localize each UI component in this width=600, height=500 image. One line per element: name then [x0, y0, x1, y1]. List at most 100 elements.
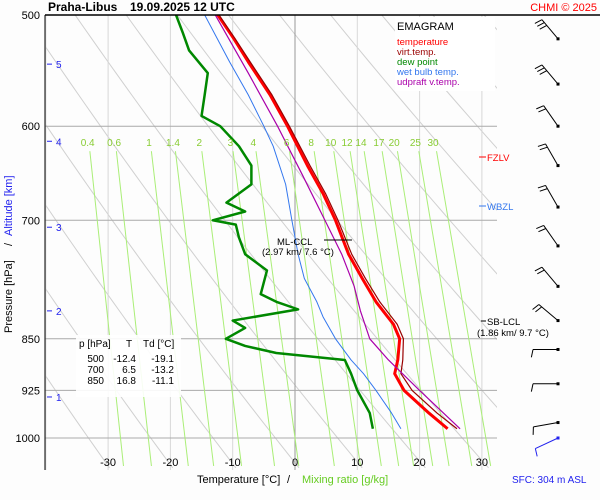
- dry-adiabat: [227, 15, 497, 341]
- wind-barb-station: [556, 421, 560, 425]
- wind-barb: [537, 143, 560, 168]
- wind-barb-feather: [537, 22, 545, 27]
- y-tick-label: 600: [22, 121, 40, 133]
- legend-title: EMAGRAM: [397, 21, 454, 33]
- mixing-ratio-label: 12: [341, 138, 353, 149]
- y-tick-label: 500: [22, 10, 40, 22]
- series-wet-bulb-temp: [204, 15, 402, 430]
- wind-barb-feather: [536, 105, 544, 110]
- altitude-tick-label: 2: [56, 307, 62, 318]
- wind-barb-feather: [535, 306, 543, 313]
- table-cell: 16.8: [117, 376, 137, 387]
- y-tick-label: 700: [22, 215, 40, 227]
- altitude-tick-label: 4: [56, 137, 62, 148]
- wind-barb-station: [556, 347, 560, 351]
- x-tick-label: -30: [100, 457, 116, 469]
- mixing-ratio-label: 14: [355, 138, 367, 149]
- table-cell: -13.2: [151, 365, 174, 376]
- wind-barb: [530, 347, 560, 358]
- x-tick-label: -10: [225, 457, 241, 469]
- dry-adiabat: [45, 122, 300, 469]
- wind-barb: [534, 266, 560, 288]
- dry-adiabat: [278, 15, 497, 275]
- y-tick-label: 925: [22, 385, 40, 397]
- mixing-ratio-line: [381, 151, 434, 467]
- mixing-ratio-line: [349, 151, 400, 467]
- series-virt-temp: [218, 15, 458, 430]
- y-tick-label: 850: [22, 334, 40, 346]
- wind-barb-feather: [534, 19, 543, 24]
- mixing-ratio-line: [313, 151, 361, 467]
- x-axis-label-mixing: Mixing ratio [g/kg]: [302, 474, 388, 486]
- y-axis-label: Pressure [hPa]: [3, 260, 15, 333]
- wind-barb-feather: [537, 143, 546, 147]
- wind-barb-feather: [536, 224, 544, 230]
- x-tick-label: 20: [413, 457, 425, 469]
- datetime-title: 19.09.2025 12 UTC: [130, 0, 235, 14]
- table-header-t: T: [126, 339, 132, 350]
- legend-wet-bulb: wet bulb temp.: [396, 67, 459, 78]
- sb-lcl-detail: (1.86 km/ 9.7 °C): [477, 328, 549, 339]
- dry-adiabat: [176, 15, 497, 409]
- sfc-label: SFC: 304 m ASL: [512, 475, 587, 486]
- wind-barb-feather: [538, 108, 547, 113]
- wind-barb: [534, 436, 560, 457]
- altitude-tick-label: 3: [56, 223, 62, 234]
- x-tick-label: 30: [476, 457, 488, 469]
- wind-barb-station: [556, 319, 560, 323]
- wind-barb-feather: [534, 266, 543, 272]
- wind-barb-station: [556, 82, 560, 86]
- x-tick-label: 10: [351, 457, 363, 469]
- mixing-ratio-line: [232, 151, 276, 467]
- y-axis-separator: /: [3, 242, 15, 246]
- mixing-ratio-label: 2: [196, 138, 202, 149]
- mixing-ratio-line: [115, 151, 152, 467]
- ml-ccl-label: ML-CCL: [277, 237, 312, 248]
- mixing-ratio-line: [363, 151, 415, 467]
- wind-barb: [534, 64, 560, 86]
- table-cell: 700: [87, 365, 104, 376]
- wind-barb-staff: [545, 185, 559, 208]
- wind-barb: [536, 105, 560, 128]
- wind-barb-staff: [541, 64, 559, 85]
- wind-barb-station: [556, 284, 560, 288]
- station-title: Praha-Libus: [48, 0, 118, 14]
- mixing-ratio-label: 1: [146, 138, 152, 149]
- wind-barb-station: [556, 382, 560, 386]
- mixing-ratio-label: 20: [389, 138, 401, 149]
- series-dew-point: [174, 15, 375, 430]
- mixing-ratio-label: 0.6: [107, 138, 121, 149]
- sb-lcl-label: SB-LCL: [487, 317, 520, 328]
- legend-dew-point: dew point: [397, 57, 438, 68]
- series-temperature: [216, 15, 449, 430]
- wind-barb-feather: [530, 383, 534, 392]
- mixing-ratio-label: 25: [410, 138, 422, 149]
- mixing-ratio-label: 17: [373, 138, 385, 149]
- mixing-ratio-label: 4: [250, 138, 256, 149]
- wind-barb-feather: [539, 146, 548, 151]
- dry-adiabat: [524, 3, 600, 468]
- y-axis-label-altitude: Altitude [km]: [3, 175, 15, 236]
- wind-barb: [532, 304, 560, 323]
- table-cell: 6.5: [122, 365, 136, 376]
- wind-barb-feather: [539, 24, 547, 30]
- table-cell: 850: [87, 376, 104, 387]
- mixing-ratio-line: [396, 151, 450, 467]
- x-tick-label: 0: [292, 457, 298, 469]
- dry-adiabat: [45, 45, 363, 469]
- wind-barb: [530, 382, 560, 392]
- mixing-ratio-label: 30: [427, 138, 439, 149]
- mixing-ratio-label: 1.4: [166, 138, 180, 149]
- wind-barb-feather: [537, 269, 545, 275]
- table-cell: -19.1: [151, 354, 174, 365]
- mixing-ratio-line: [201, 151, 243, 467]
- table-header-p: p [hPa]: [79, 339, 111, 350]
- legend-updraft: udpraft v.temp.: [397, 77, 460, 88]
- altitude-tick-label: 1: [56, 393, 62, 404]
- mixing-ratio-label: 3: [228, 138, 234, 149]
- mixing-ratio-line: [333, 151, 382, 467]
- wind-barb-staff: [543, 105, 559, 127]
- table-cell: 500: [87, 354, 104, 365]
- dry-adiabat: [125, 15, 489, 469]
- wind-barb-feather: [534, 64, 543, 70]
